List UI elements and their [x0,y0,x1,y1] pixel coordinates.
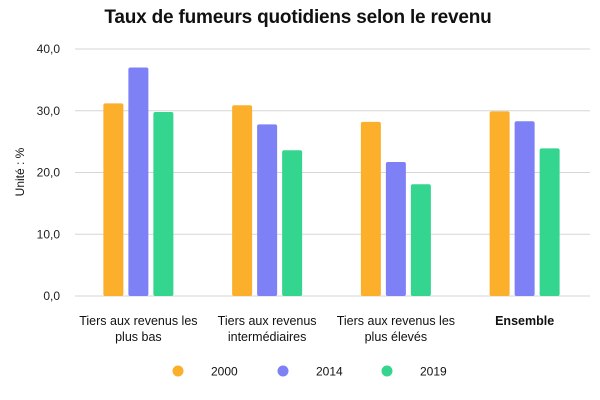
y-tick-label: 10,0 [37,227,61,241]
y-tick-label: 0,0 [43,289,60,303]
bar-2019 [410,184,431,296]
bar-2000 [360,121,381,297]
y-tick-label: 20,0 [37,166,61,180]
legend-label: 2019 [420,365,447,379]
legend-marker-2014 [277,365,289,377]
chart-title: Taux de fumeurs quotidiens selon le reve… [104,7,492,28]
legend-label: 2000 [211,365,238,379]
y-axis-label: Unité : % [13,147,27,196]
x-category-label: Tiers aux revenus [218,314,317,328]
bar-2014 [257,124,278,297]
bar-2000 [232,105,253,296]
legend-marker-2019 [381,365,393,377]
x-category-label: Tiers aux revenus les [337,314,455,328]
legend-marker-2000 [172,365,184,377]
bar-2000 [489,111,510,297]
x-category-label: plus élevés [365,330,428,344]
legend-label: 2014 [316,365,343,379]
bar-2019 [153,111,174,296]
bar-2014 [128,67,149,297]
bar-2000 [103,103,124,296]
x-category-label: intermédiaires [228,330,307,344]
x-category-label: Tiers aux revenus les [79,314,197,328]
bar-2019 [539,148,560,296]
y-tick-label: 30,0 [37,104,61,118]
bar-2014 [385,162,406,296]
x-category-label: Ensemble [495,314,554,328]
x-category-label: plus bas [115,330,162,344]
y-tick-label: 40,0 [37,42,61,56]
bar-2014 [514,121,535,296]
bar-2019 [282,150,303,296]
